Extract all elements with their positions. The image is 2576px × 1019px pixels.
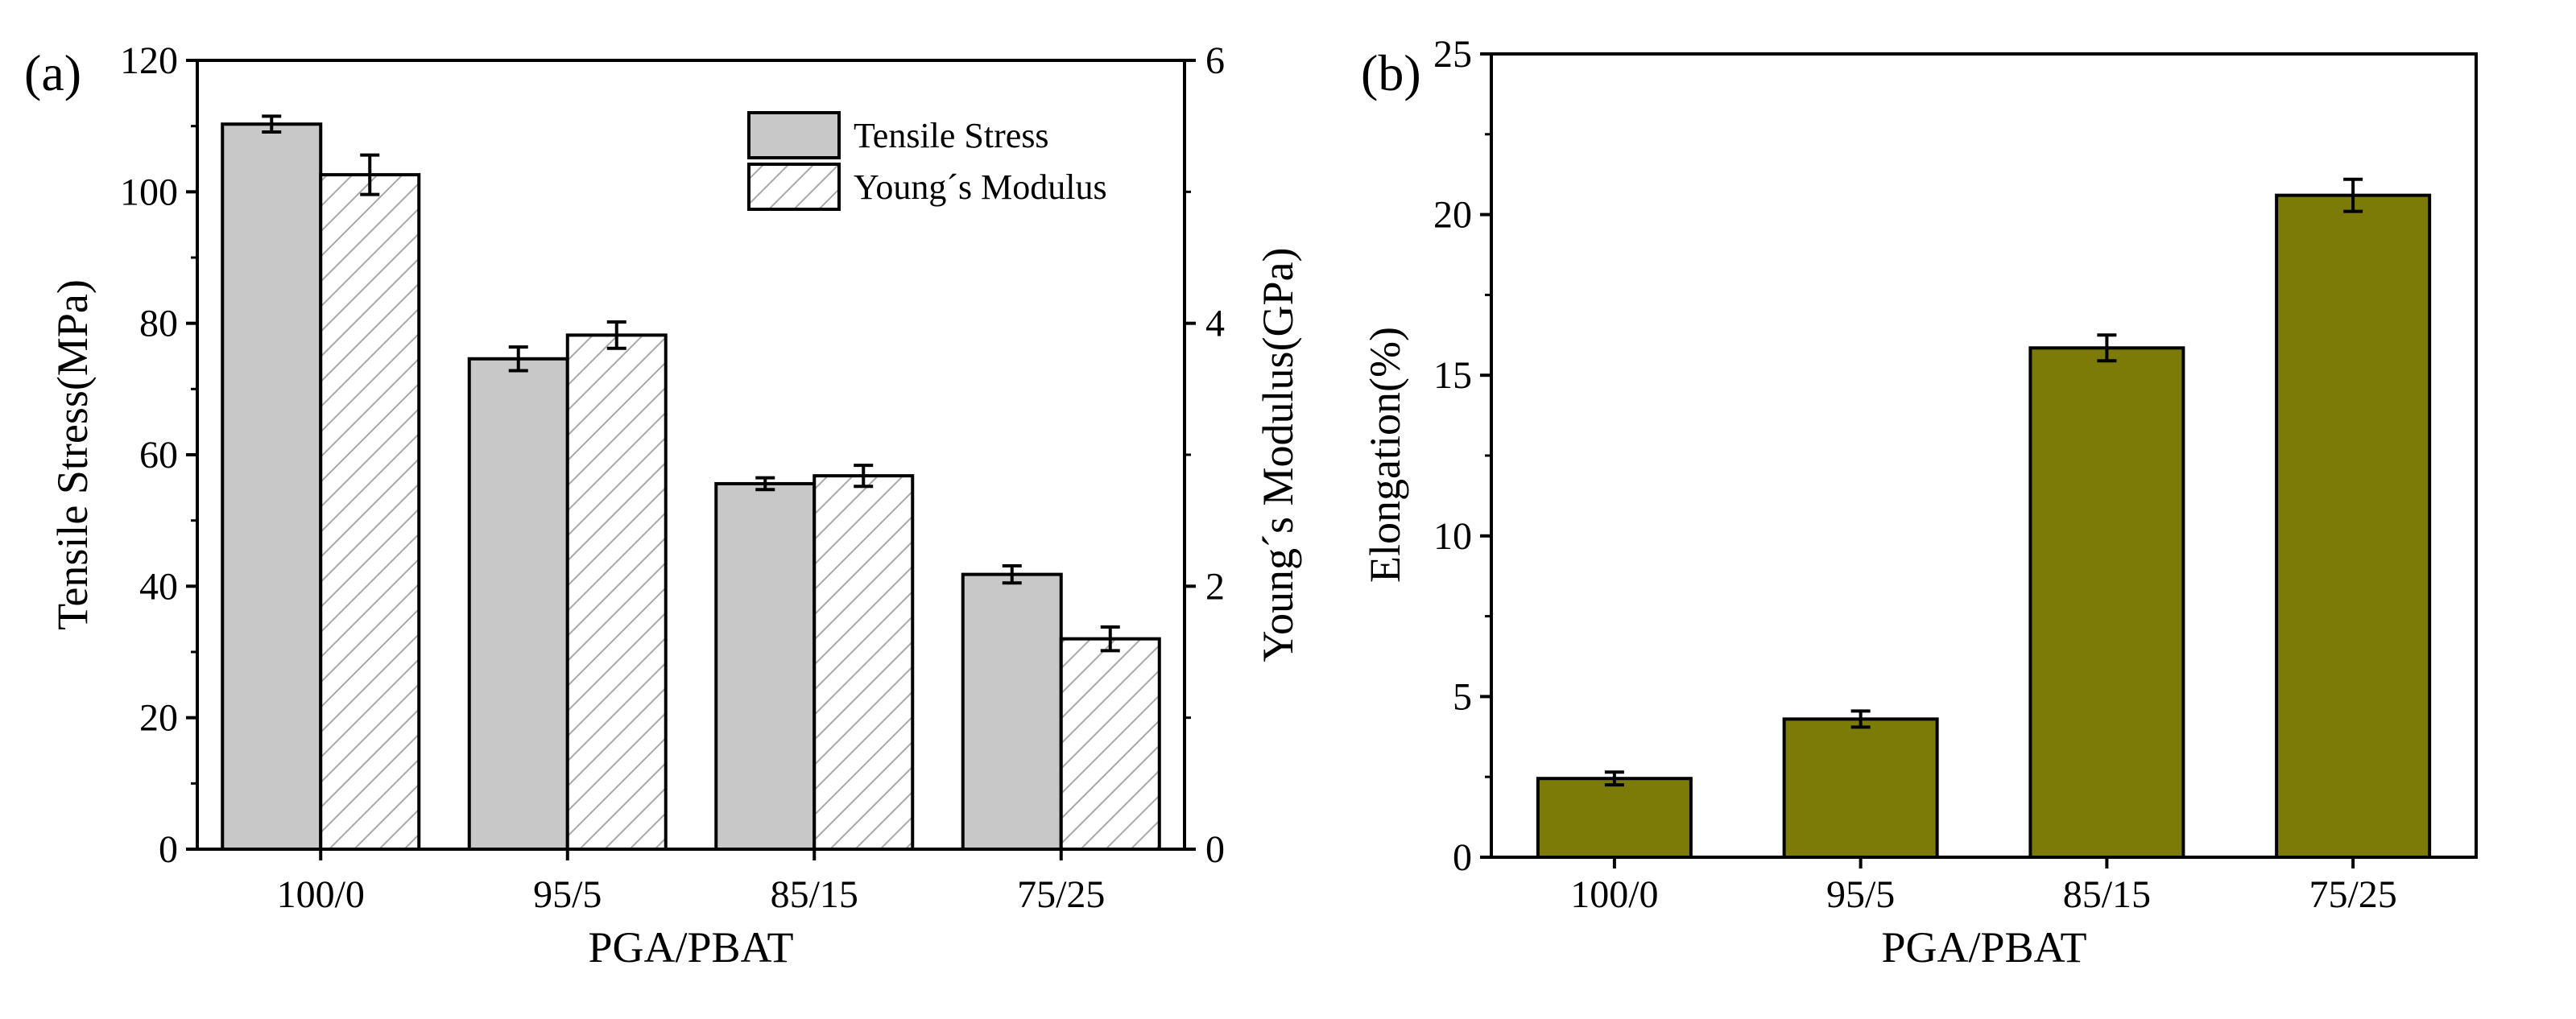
y-tick-label: 0 (1453, 836, 1472, 879)
error-bar-tensile-stress-95-5 (508, 345, 528, 373)
x-tick-label: 100/0 (1570, 873, 1658, 916)
bar-tensile-stress-100-0 (221, 122, 323, 851)
panel-a-label: (a) (24, 44, 81, 101)
x-tick-label: 85/15 (771, 873, 858, 916)
x-tick-label: 75/25 (2309, 873, 2396, 916)
y2-tick-label: 6 (1205, 39, 1225, 82)
y-tick-label: 20 (1433, 194, 1472, 237)
bar-young-s-modulus-95-5 (565, 333, 668, 852)
y-tick-label: 120 (120, 39, 178, 82)
y-tick-label: 100 (120, 171, 178, 213)
panel-b-label: (b) (1361, 44, 1421, 101)
error-bar-young-s-modulus-100-0 (360, 153, 380, 196)
panel-a-legend: Tensile Stress Young´s Modulus (747, 111, 1107, 211)
y-tick-label: 15 (1433, 354, 1472, 397)
y-tick-label: 40 (139, 565, 178, 608)
legend-label-youngs-modulus: Young´s Modulus (854, 167, 1107, 207)
panel-a-x-axis: 100/0 95/5 85/15 75/25 (277, 849, 1105, 916)
error-bar-tensile-stress-100-0 (262, 114, 282, 134)
bar-young-s-modulus-100-0 (319, 173, 421, 852)
bar-young-s-modulus-85-15 (812, 474, 915, 852)
x-tick-label: 95/5 (533, 873, 602, 916)
panel-a: (a) 0 20 40 60 80 100 120 0 2 4 6 100/0 95/5 85/15 7… (24, 39, 1302, 972)
x-tick-label: 100/0 (277, 873, 365, 916)
x-tick-label: 95/5 (1826, 873, 1895, 916)
x-tick-label: 75/25 (1017, 873, 1105, 916)
panel-b-bars (1536, 193, 2432, 859)
panel-a-x-axis-title: PGA/PBAT (588, 923, 793, 972)
panel-a-bars (221, 122, 1161, 852)
bar-elongation-100-0 (1536, 777, 1693, 859)
y-tick-label: 60 (139, 434, 178, 476)
legend-swatch-tensile-stress (747, 111, 841, 159)
bar-tensile-stress-95-5 (467, 357, 569, 851)
panel-b-y-axis: 0 5 10 15 20 25 (1433, 33, 1491, 879)
panel-a-error-bars (262, 114, 1120, 653)
y2-tick-label: 4 (1205, 303, 1225, 345)
bar-elongation-85-15 (2028, 346, 2185, 859)
error-bar-elongation-95-5 (1850, 709, 1871, 729)
y-tick-label: 80 (139, 303, 178, 345)
bar-tensile-stress-75-25 (961, 572, 1063, 852)
error-bar-young-s-modulus-85-15 (854, 464, 874, 489)
error-bar-tensile-stress-75-25 (1002, 564, 1022, 585)
error-bar-elongation-85-15 (2097, 333, 2117, 363)
legend-swatch-youngs-modulus (747, 163, 841, 211)
bar-elongation-95-5 (1782, 717, 1939, 859)
error-bar-young-s-modulus-95-5 (606, 320, 626, 350)
y2-tick-label: 0 (1205, 828, 1225, 871)
x-tick-label: 85/15 (2063, 873, 2151, 916)
bar-young-s-modulus-75-25 (1059, 637, 1161, 852)
y2-tick-label: 2 (1205, 565, 1225, 608)
panel-a-y2-axis-title: Young´s Modulus(GPa) (1254, 247, 1302, 662)
panel-b-x-axis-title: PGA/PBAT (1881, 923, 2086, 972)
panel-b-y-axis-title: Elongation(%) (1361, 327, 1409, 583)
error-bar-young-s-modulus-75-25 (1100, 625, 1120, 653)
bar-elongation-75-25 (2275, 193, 2432, 859)
y-tick-label: 0 (159, 828, 178, 871)
legend-label-tensile-stress: Tensile Stress (854, 116, 1049, 155)
y-tick-label: 20 (139, 697, 178, 740)
y-tick-label: 25 (1433, 33, 1472, 76)
bar-tensile-stress-85-15 (714, 481, 817, 852)
error-bar-elongation-75-25 (2343, 177, 2363, 213)
panel-a-right-axis: 0 2 4 6 (1185, 39, 1225, 871)
error-bar-tensile-stress-85-15 (755, 476, 775, 492)
y-tick-label: 5 (1453, 675, 1472, 718)
panel-a-left-axis: 0 20 40 60 80 100 120 (120, 39, 197, 871)
panel-b-error-bars (1604, 177, 2363, 787)
y-tick-label: 10 (1433, 515, 1472, 558)
panel-a-y-axis-title: Tensile Stress(MPa) (48, 279, 97, 630)
panel-b: (b) 0 5 10 15 20 25 100/0 95/5 85/15 75/25 PGA/P… (1361, 33, 2478, 972)
panel-b-x-axis: 100/0 95/5 85/15 75/25 (1570, 857, 2397, 916)
error-bar-elongation-100-0 (1604, 770, 1624, 787)
